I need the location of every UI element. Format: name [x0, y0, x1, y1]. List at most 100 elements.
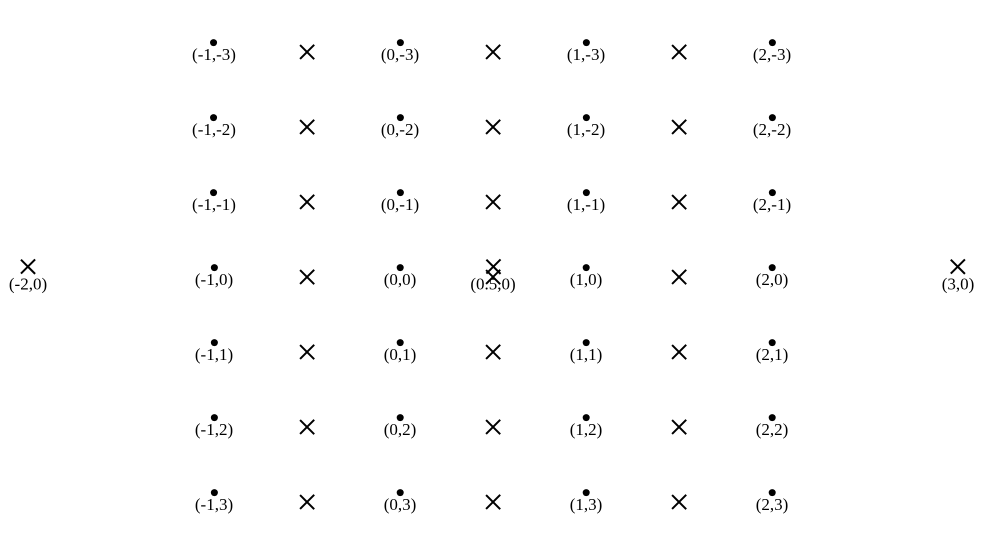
coord-label: (0,-1): [381, 196, 419, 215]
lattice-dot: (1,-2): [567, 114, 605, 140]
cross-icon: [300, 195, 314, 209]
lattice-dot: (2,-3): [753, 39, 791, 65]
cross-icon: [300, 45, 314, 59]
coord-label: (0,0): [384, 271, 417, 290]
coord-label: (-1,2): [195, 421, 233, 440]
coord-label: (0,2): [384, 421, 417, 440]
cross-icon: [486, 45, 500, 59]
lattice-cross: (3,0): [942, 260, 975, 295]
lattice-dot: (0,1): [384, 339, 417, 365]
lattice-dot: (1,0): [570, 264, 603, 290]
coord-label: (1,2): [570, 421, 603, 440]
cross-icon: [300, 495, 314, 509]
cross-icon: [21, 260, 35, 274]
cross-icon: [300, 420, 314, 434]
lattice-cross: (0.5,0): [470, 260, 515, 295]
lattice-cross: [486, 420, 500, 434]
cross-icon: [486, 420, 500, 434]
lattice-dot: (0,0): [384, 264, 417, 290]
cross-icon: [486, 260, 500, 274]
lattice-dot: (1,2): [570, 414, 603, 440]
cross-icon: [672, 270, 686, 284]
lattice-dot: (-1,2): [195, 414, 233, 440]
lattice-cross: [300, 345, 314, 359]
lattice-dot: (1,-1): [567, 189, 605, 215]
cross-icon: [300, 120, 314, 134]
cross-icon: [672, 120, 686, 134]
coord-label: (2,0): [756, 271, 789, 290]
lattice-dot: (2,1): [756, 339, 789, 365]
coord-label: (-2,0): [9, 276, 47, 295]
lattice-dot: (0,3): [384, 489, 417, 515]
lattice-dot: (-1,0): [195, 264, 233, 290]
coord-label: (0.5,0): [470, 276, 515, 295]
lattice-dot: (-1,-3): [192, 39, 236, 65]
lattice-cross: [300, 195, 314, 209]
cross-icon: [672, 195, 686, 209]
lattice-cross: [486, 45, 500, 59]
coord-label: (-1,1): [195, 346, 233, 365]
coord-label: (0,-3): [381, 46, 419, 65]
lattice-dot: (0,-1): [381, 189, 419, 215]
lattice-dot: (1,1): [570, 339, 603, 365]
coord-label: (1,3): [570, 496, 603, 515]
cross-icon: [672, 45, 686, 59]
lattice-dot: (0,-3): [381, 39, 419, 65]
lattice-cross: [672, 45, 686, 59]
lattice-dot: (1,-3): [567, 39, 605, 65]
lattice-cross: [672, 495, 686, 509]
lattice-dot: (2,-2): [753, 114, 791, 140]
coord-label: (1,-1): [567, 196, 605, 215]
lattice-cross: [486, 120, 500, 134]
lattice-cross: [672, 270, 686, 284]
coord-label: (-1,0): [195, 271, 233, 290]
lattice-dot: (0,-2): [381, 114, 419, 140]
lattice-cross: [672, 345, 686, 359]
cross-icon: [672, 420, 686, 434]
lattice-dot: (2,-1): [753, 189, 791, 215]
lattice-dot: (2,3): [756, 489, 789, 515]
lattice-cross: [300, 120, 314, 134]
lattice-cross: [300, 495, 314, 509]
lattice-cross: (-2,0): [9, 260, 47, 295]
coord-label: (3,0): [942, 276, 975, 295]
coord-label: (-1,3): [195, 496, 233, 515]
lattice-cross: [672, 195, 686, 209]
lattice-dot: (-1,3): [195, 489, 233, 515]
lattice-dot: (-1,1): [195, 339, 233, 365]
lattice-cross: [672, 120, 686, 134]
coord-label: (0,-2): [381, 121, 419, 140]
lattice-dot: (2,2): [756, 414, 789, 440]
cross-icon: [486, 120, 500, 134]
lattice-cross: [300, 270, 314, 284]
coord-label: (1,1): [570, 346, 603, 365]
cross-icon: [300, 345, 314, 359]
cross-icon: [672, 345, 686, 359]
cross-icon: [486, 345, 500, 359]
coord-label: (2,1): [756, 346, 789, 365]
lattice-dot: (0,2): [384, 414, 417, 440]
cross-icon: [951, 260, 965, 274]
coord-label: (1,-2): [567, 121, 605, 140]
lattice-cross: [486, 495, 500, 509]
lattice-dot: (2,0): [756, 264, 789, 290]
coord-label: (-1,-3): [192, 46, 236, 65]
lattice-cross: [486, 195, 500, 209]
lattice-cross: [300, 420, 314, 434]
coord-label: (0,1): [384, 346, 417, 365]
coord-label: (-1,-1): [192, 196, 236, 215]
coord-label: (2,-1): [753, 196, 791, 215]
cross-icon: [672, 495, 686, 509]
coord-label: (0,3): [384, 496, 417, 515]
cross-icon: [300, 270, 314, 284]
lattice-cross: [300, 45, 314, 59]
coord-label: (2,-2): [753, 121, 791, 140]
coord-label: (2,3): [756, 496, 789, 515]
lattice-cross: [486, 345, 500, 359]
coord-label: (-1,-2): [192, 121, 236, 140]
lattice-dot: (-1,-2): [192, 114, 236, 140]
lattice-cross: [672, 420, 686, 434]
lattice-dot: (-1,-1): [192, 189, 236, 215]
coord-label: (1,0): [570, 271, 603, 290]
coord-label: (2,-3): [753, 46, 791, 65]
